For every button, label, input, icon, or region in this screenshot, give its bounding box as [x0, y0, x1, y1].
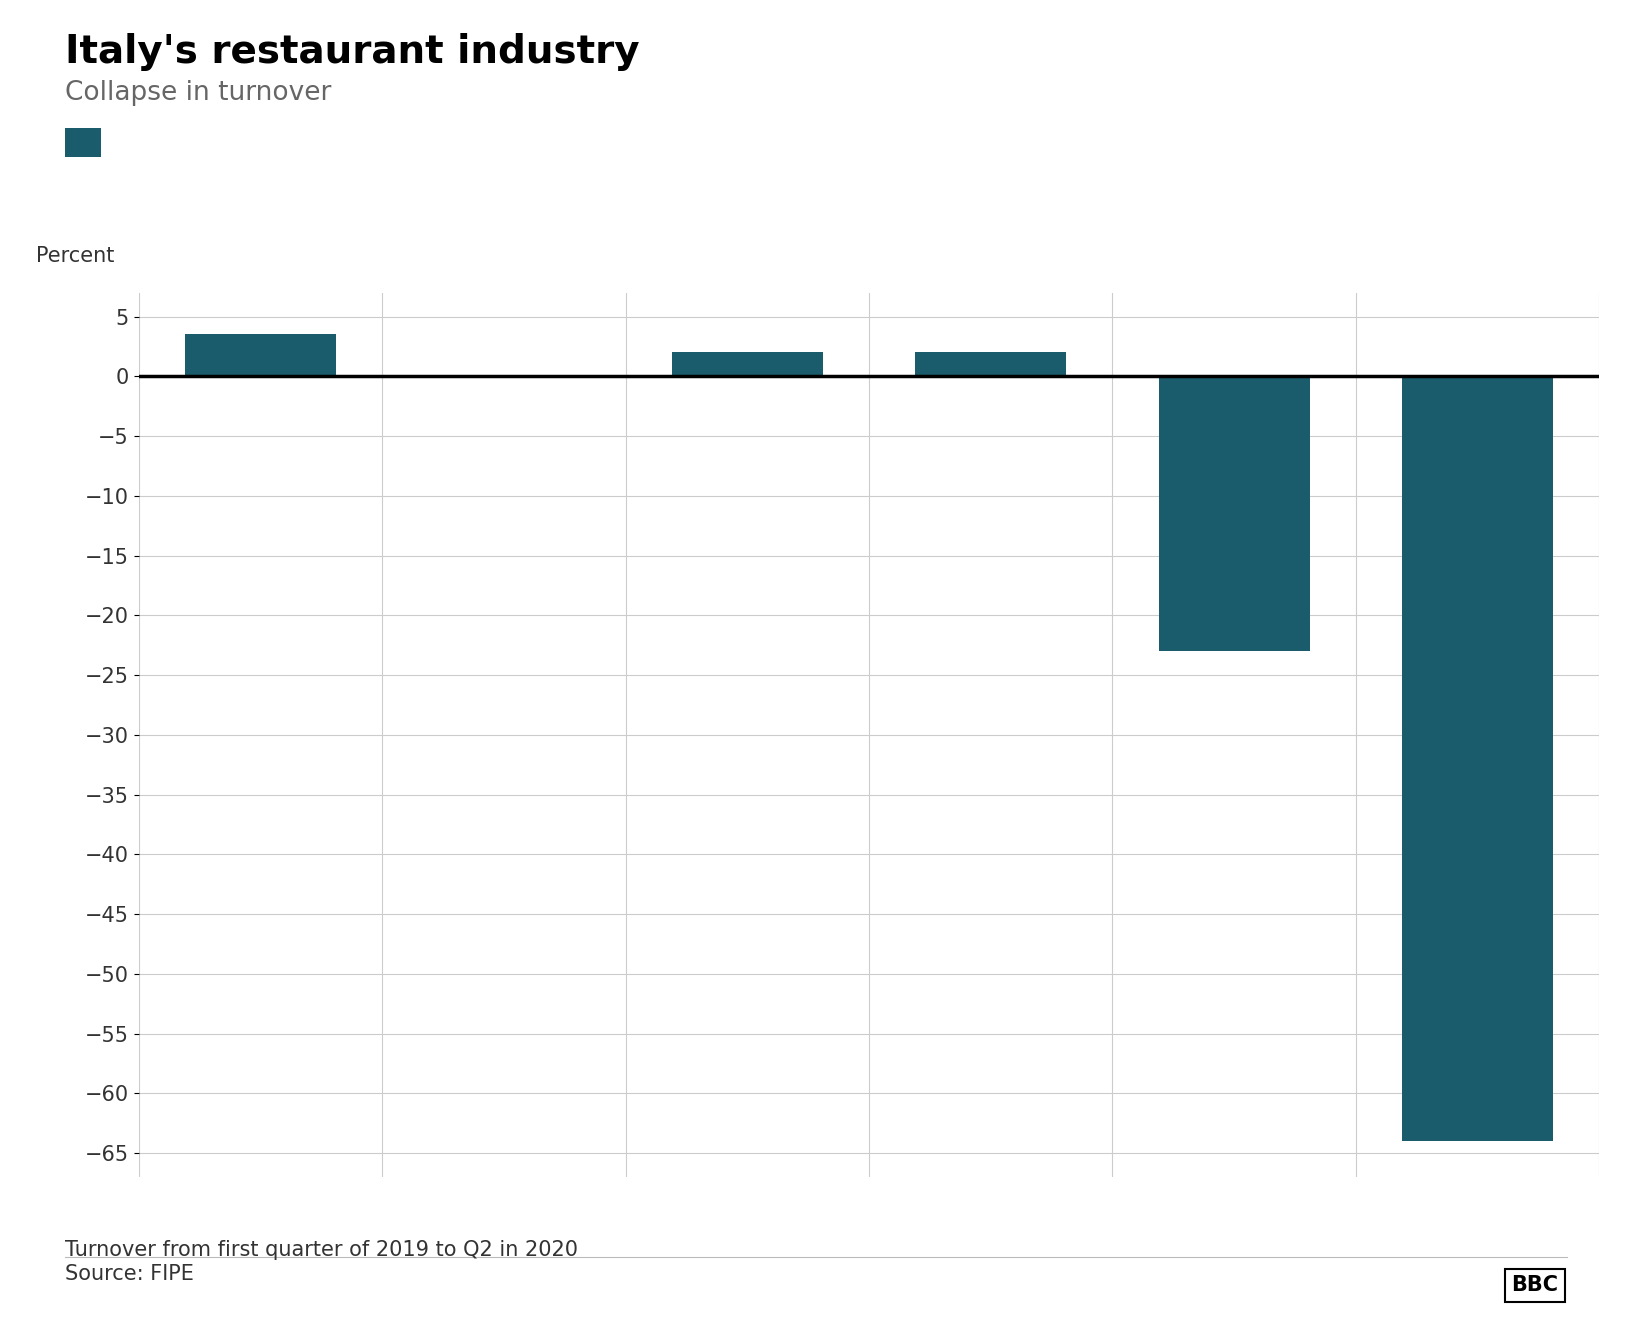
Bar — [1402, 376, 1554, 1141]
Text: Percent: Percent — [36, 246, 114, 266]
Text: Turnover from first quarter of 2019 to Q2 in 2020: Turnover from first quarter of 2019 to Q… — [65, 1240, 578, 1260]
Bar — [672, 352, 823, 376]
Text: Italy's restaurant industry: Italy's restaurant industry — [65, 33, 640, 72]
Bar — [184, 334, 336, 376]
Text: Source: FIPE: Source: FIPE — [65, 1264, 194, 1283]
Bar — [1159, 376, 1309, 652]
Text: Collapse in turnover: Collapse in turnover — [65, 80, 331, 106]
Bar — [916, 352, 1066, 376]
Text: BBC: BBC — [1511, 1275, 1559, 1295]
